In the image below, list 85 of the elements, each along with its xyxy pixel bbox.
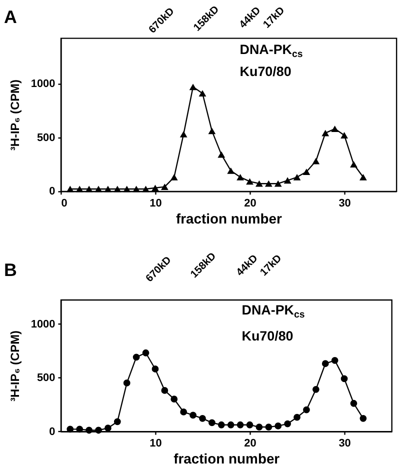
point [264, 180, 272, 187]
point [180, 130, 188, 138]
point [114, 418, 121, 426]
y-tick-label: 1000 [30, 78, 56, 90]
point [274, 180, 282, 187]
point [86, 426, 92, 434]
x-tick-label: 30 [338, 438, 351, 450]
x-axis-title: fraction number [174, 450, 280, 467]
y-tick-label: 0 [49, 426, 56, 438]
point [199, 414, 206, 422]
point [256, 424, 263, 430]
point [312, 158, 320, 164]
x-tick-label: 10 [150, 438, 162, 450]
point [227, 421, 234, 428]
x-axis-title: fraction number [176, 210, 283, 226]
point [161, 387, 168, 394]
point [227, 168, 235, 174]
point [340, 375, 348, 382]
point [331, 356, 338, 364]
x-tick-label: 10 [150, 198, 162, 210]
y-tick-label: 500 [36, 132, 56, 144]
point [312, 386, 320, 393]
point [350, 400, 358, 407]
point [246, 421, 254, 428]
x-tick-label: 20 [244, 198, 256, 210]
annotation: Ku70/80 [242, 328, 294, 344]
point [284, 177, 292, 184]
point [350, 161, 358, 168]
point [322, 130, 330, 136]
y-tick-label: 0 [49, 186, 56, 198]
point [322, 360, 329, 368]
point [293, 174, 301, 180]
point [66, 186, 74, 192]
point [208, 128, 216, 134]
point [85, 186, 93, 192]
annotation: Ku70/80 [240, 64, 292, 79]
point [218, 151, 226, 158]
point [170, 396, 178, 403]
point [208, 419, 216, 426]
y-tick-label: 500 [36, 372, 56, 384]
point [284, 420, 292, 428]
point [142, 186, 150, 192]
point [256, 180, 263, 187]
y-axis-title: ³H-IP₆ (CPM) [8, 330, 22, 402]
point [236, 174, 244, 180]
point [170, 174, 178, 180]
point [152, 184, 159, 192]
point [142, 349, 150, 356]
point [104, 424, 112, 432]
point [198, 90, 206, 97]
point [132, 354, 140, 361]
point [66, 426, 74, 433]
point [190, 412, 196, 419]
point [94, 186, 102, 192]
point [123, 380, 130, 386]
point [189, 84, 197, 90]
point [104, 186, 112, 192]
point [236, 421, 244, 428]
point [95, 426, 102, 434]
point [180, 408, 188, 416]
chart-title: A [4, 7, 17, 28]
chart-title: B [4, 260, 17, 280]
point [152, 366, 159, 372]
point [340, 132, 348, 138]
point [265, 424, 272, 430]
x-tick-label: 20 [244, 438, 256, 450]
point [331, 126, 339, 132]
point [132, 186, 140, 192]
point [274, 422, 282, 430]
point [246, 178, 254, 185]
point [160, 184, 168, 190]
point [302, 168, 310, 175]
point [114, 186, 122, 192]
point [218, 421, 225, 428]
y-tick-label: 1000 [30, 318, 56, 330]
point [123, 186, 131, 192]
point [294, 414, 300, 421]
point [76, 426, 84, 433]
point [359, 174, 367, 180]
point [76, 186, 84, 192]
point [303, 406, 310, 414]
y-axis-title: ³H-IP₆ (CPM) [8, 80, 22, 151]
point [360, 414, 367, 422]
x-tick-label: 0 [61, 198, 68, 210]
x-tick-label: 30 [338, 198, 351, 210]
